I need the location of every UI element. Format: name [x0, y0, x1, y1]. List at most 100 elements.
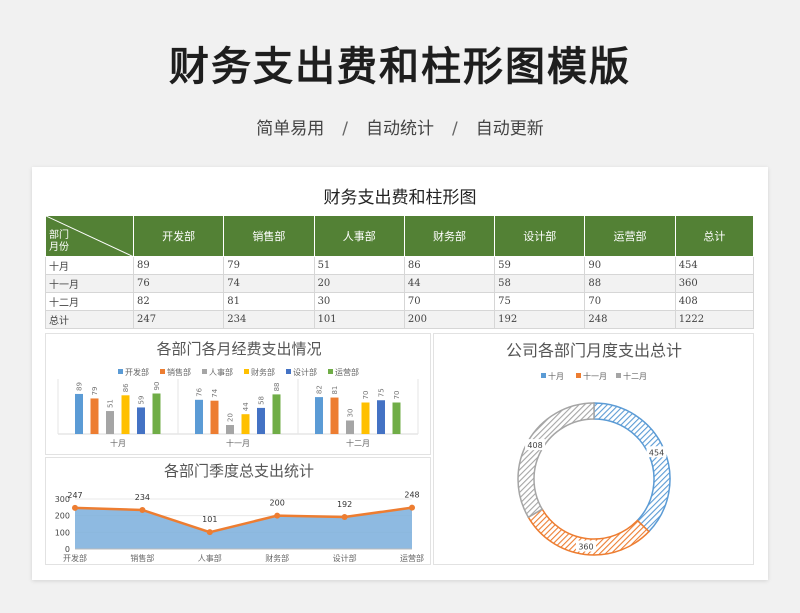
- legend-swatch: [576, 373, 581, 378]
- bar: [361, 402, 370, 434]
- legend-label: 人事部: [209, 367, 233, 377]
- bar: [272, 394, 281, 434]
- bar-data-label: 44: [242, 402, 250, 411]
- bar: [75, 393, 83, 434]
- donut-slice: [593, 402, 671, 533]
- data-label: 247: [67, 491, 82, 500]
- data-point: [139, 507, 146, 513]
- bar: [377, 400, 385, 434]
- data-label-bg: [646, 446, 667, 458]
- bar-data-label: 75: [378, 388, 386, 397]
- subtitle-item: 自动更新: [475, 119, 544, 139]
- data-label: 200: [270, 499, 285, 508]
- y-tick-label: 0: [65, 545, 70, 554]
- bar: [330, 397, 339, 434]
- bar: [257, 407, 265, 434]
- table-row: 十月 89 79 51 86 59 90 454: [45, 256, 755, 275]
- column-header: 运营部: [584, 215, 676, 257]
- table-cell: 90: [584, 256, 676, 275]
- data-label-bg: [575, 540, 596, 552]
- chart-title: 各部门各月经费支出情况: [156, 340, 321, 358]
- category-label: 人事部: [198, 553, 222, 563]
- bar: [226, 425, 234, 434]
- legend-swatch: [160, 369, 165, 374]
- bar-data-label: 76: [196, 387, 204, 396]
- series-line: [74, 506, 413, 534]
- bar: [315, 397, 323, 434]
- bar-data-label: 89: [76, 382, 84, 391]
- category-label: 销售部: [130, 553, 154, 563]
- row-label: 十月: [45, 256, 134, 275]
- bar-data-label: 81: [331, 386, 339, 395]
- data-point: [72, 504, 78, 511]
- table-cell: 81: [223, 292, 315, 311]
- table-cell: 248: [584, 310, 676, 329]
- legend-label: 运营部: [335, 367, 359, 377]
- category-label: 设计部: [333, 553, 357, 563]
- bar-data-label: 30: [347, 409, 355, 418]
- column-header: 销售部: [223, 215, 315, 257]
- bar-data-label: 70: [362, 391, 370, 400]
- data-point: [409, 504, 415, 511]
- column-header: 总计: [674, 215, 755, 257]
- table-cell: 44: [403, 274, 496, 293]
- row-label: 十一月: [45, 274, 134, 293]
- table-cell: 30: [313, 292, 405, 311]
- legend-swatch: [118, 369, 123, 374]
- table-cell: 89: [132, 256, 225, 275]
- subtitle-item: 自动统计: [366, 119, 434, 139]
- chart-title: 各部门季度总支出统计: [164, 462, 314, 480]
- bar: [241, 414, 250, 434]
- column-header: 设计部: [494, 215, 586, 257]
- legend-swatch: [616, 373, 621, 378]
- subtitle-item: 简单易用: [256, 119, 325, 139]
- legend-label: 十二月: [623, 371, 647, 381]
- data-table: 部门 月份 开发部 销售部 人事部 财务部 设计部 运营部 总计 十月 89 79 51 86 59 9…: [45, 215, 755, 329]
- data-label: 408: [527, 441, 542, 450]
- legend-label: 设计部: [293, 367, 317, 377]
- chart-title: 公司各部门月度支出总计: [506, 341, 682, 360]
- bar-data-label: 70: [393, 391, 401, 400]
- legend-swatch: [244, 369, 249, 374]
- data-point: [341, 514, 348, 520]
- corner-bottom-label: 月份: [49, 242, 69, 253]
- y-tick-label: 300: [55, 495, 70, 504]
- category-label: 开发部: [63, 553, 87, 563]
- category-label: 十月: [110, 438, 126, 448]
- bar: [121, 395, 130, 434]
- category-label: 运营部: [400, 553, 424, 563]
- category-label: 十二月: [346, 438, 370, 448]
- table-cell: 58: [494, 274, 586, 293]
- bar: [152, 393, 161, 434]
- legend-label: 十一月: [583, 371, 607, 381]
- bar-data-label: 74: [211, 388, 219, 397]
- legend-swatch: [286, 369, 291, 374]
- subtitle: 简单易用 / 自动统计 / 自动更新: [0, 114, 800, 139]
- table-cell: 454: [674, 256, 755, 275]
- table-cell: 1222: [674, 310, 755, 329]
- table-cell: 75: [494, 292, 586, 311]
- table-cell: 20: [313, 274, 405, 293]
- bar: [137, 407, 145, 434]
- data-label: 234: [135, 493, 150, 502]
- legend-swatch: [202, 369, 207, 374]
- table-cell: 74: [223, 274, 315, 293]
- bar: [195, 399, 203, 434]
- bar-data-label: 58: [258, 396, 266, 405]
- sheet-title: 财务支出费和柱形图: [323, 188, 477, 208]
- page-title: 财务支出费和柱形图模版: [169, 44, 631, 90]
- table-cell: 88: [584, 274, 676, 293]
- table-cell: 82: [132, 292, 225, 311]
- row-label: 总计: [45, 310, 134, 329]
- table-cell: 70: [584, 292, 676, 311]
- category-label: 财务部: [265, 553, 289, 563]
- category-label: 十一月: [226, 438, 250, 448]
- bar-data-label: 59: [138, 396, 146, 405]
- data-label: 248: [404, 491, 419, 500]
- table-row: 十一月 76 74 20 44 58 88 360: [45, 274, 755, 293]
- data-label-bg: [525, 439, 546, 451]
- legend-label: 开发部: [125, 367, 149, 377]
- bar-data-label: 88: [273, 382, 281, 391]
- bar-data-label: 82: [316, 385, 324, 394]
